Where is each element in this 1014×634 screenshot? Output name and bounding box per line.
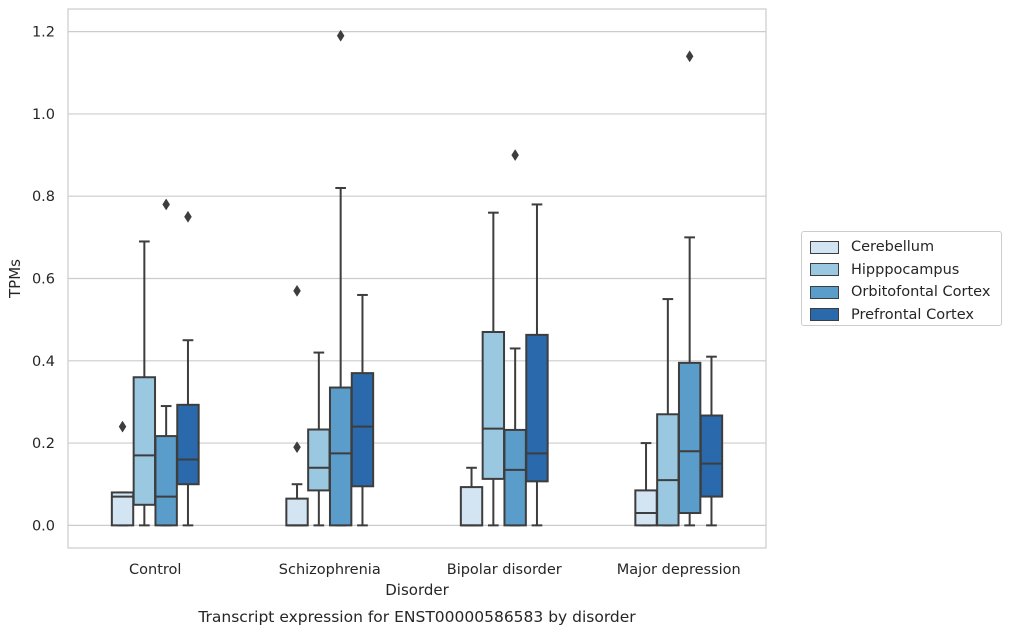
box: [656, 413, 680, 527]
y-tick-label: 0.2: [32, 436, 55, 452]
legend-swatch: [810, 263, 839, 277]
box-plot: [110, 420, 135, 527]
y-tick-label: 1.2: [32, 25, 55, 41]
box-plot: [634, 442, 658, 527]
x-tick-label: Bipolar disorder: [447, 562, 562, 578]
outlier-point: [293, 441, 301, 454]
box-plot: [132, 240, 157, 527]
outlier-point: [685, 50, 694, 63]
box: [154, 435, 178, 527]
box: [677, 361, 702, 515]
box-plot: [285, 284, 309, 527]
box-plot: [307, 351, 331, 527]
box-plot: [459, 466, 484, 527]
y-tick-label: 0.0: [32, 518, 55, 534]
legend-item-cerebellum: Cerebellum: [810, 236, 993, 259]
legend-label: Prefrontal Cortex: [851, 306, 974, 323]
box-plot: [328, 29, 353, 527]
box-plot: [656, 298, 680, 527]
y-tick-labels: 0.0 0.2 0.4 0.6 0.8 1.0 1.2: [32, 25, 55, 535]
box-plot: [154, 198, 178, 527]
outlier-point: [293, 284, 301, 297]
outlier-point: [162, 198, 170, 211]
box: [503, 428, 527, 527]
outlier-point: [511, 149, 519, 162]
box: [132, 376, 157, 506]
legend-swatch: [810, 308, 839, 322]
box-groups: [110, 29, 724, 527]
legend: Cerebellum Hipppocampus Orbitofontal Cor…: [801, 231, 1002, 326]
y-tick-label: 0.8: [32, 189, 55, 205]
legend-label: Hipppocampus: [851, 261, 960, 278]
box-plot: [503, 149, 527, 527]
box: [699, 414, 724, 498]
box-plot: [350, 293, 375, 527]
x-axis-label: Disorder: [385, 581, 449, 599]
box-plot: [176, 210, 200, 527]
legend-item-prefrontal-cortex: Prefrontal Cortex: [810, 304, 993, 327]
y-tick-label: 0.4: [32, 354, 55, 370]
box: [285, 497, 309, 527]
legend-swatch: [810, 240, 839, 254]
box: [525, 333, 549, 483]
box: [110, 491, 135, 527]
box-plot: [677, 50, 702, 527]
y-tick-label: 0.6: [32, 272, 55, 288]
box: [307, 428, 331, 492]
outlier-point: [336, 29, 345, 42]
box: [634, 489, 658, 527]
plot-frame: [67, 8, 767, 549]
outlier-point: [184, 210, 192, 223]
outlier-point: [118, 420, 127, 433]
box: [176, 403, 200, 486]
x-tick-label: Control: [129, 562, 181, 578]
y-axis-label: TPMs: [6, 259, 24, 299]
legend-label: Cerebellum: [851, 239, 935, 256]
box: [328, 386, 353, 527]
x-tick-label: Major depression: [617, 562, 741, 578]
box: [350, 372, 375, 488]
legend-item-hippocampus: Hipppocampus: [810, 259, 993, 282]
box-plot: [699, 355, 724, 527]
x-tick-label: Schizophrenia: [279, 562, 381, 578]
legend-label: Orbitofontal Cortex: [851, 284, 991, 301]
box: [481, 330, 506, 480]
box-plot: [525, 203, 549, 527]
box: [459, 486, 484, 527]
legend-swatch: [810, 285, 839, 299]
legend-item-orbitofrontal-cortex: Orbitofontal Cortex: [810, 281, 993, 304]
y-tick-label: 1.0: [32, 107, 55, 123]
box-plot: [481, 211, 506, 527]
x-tick-labels: Control Schizophrenia Bipolar disorder Majo…: [129, 562, 741, 578]
chart-caption: Transcript expression for ENST0000058658…: [197, 608, 636, 626]
